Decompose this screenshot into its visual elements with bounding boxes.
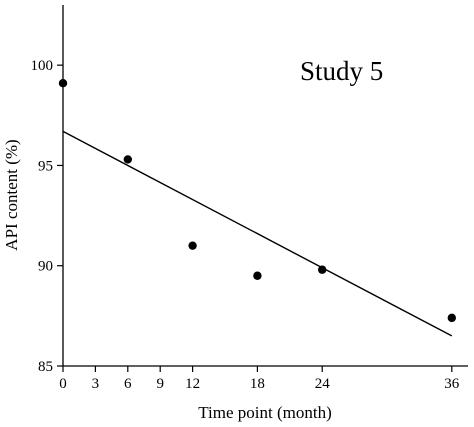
- chart-annotation: Study 5: [300, 56, 383, 86]
- trend-line: [62, 130, 453, 337]
- data-point-0: [58, 79, 68, 88]
- y-tick-label-90: 90: [38, 259, 53, 275]
- x-ticks: 0 3 6 9 12 18 24 36: [59, 366, 460, 392]
- y-tick-label-100: 100: [31, 58, 54, 74]
- data-point-12: [188, 241, 197, 250]
- x-tick-label-3: 3: [92, 376, 100, 392]
- x-tick-label-36: 36: [444, 376, 460, 392]
- x-tick-label-9: 9: [156, 376, 164, 392]
- y-tick-label-85: 85: [38, 359, 53, 375]
- data-point-24: [318, 265, 327, 274]
- x-tick-label-12: 12: [185, 376, 200, 392]
- y-axis-label: API content (%): [2, 139, 21, 250]
- x-axis-label: Time point (month): [198, 403, 332, 422]
- x-tick-label-0: 0: [59, 376, 67, 392]
- x-tick-label-24: 24: [315, 376, 331, 392]
- data-point-6: [123, 155, 132, 164]
- x-tick-label-6: 6: [124, 376, 132, 392]
- y-tick-label-95: 95: [38, 158, 53, 174]
- data-point-36: [447, 313, 456, 323]
- data-points: [58, 79, 456, 323]
- data-point-18: [253, 271, 262, 280]
- x-tick-label-18: 18: [250, 376, 265, 392]
- y-ticks: 85 90 95 100: [31, 58, 63, 375]
